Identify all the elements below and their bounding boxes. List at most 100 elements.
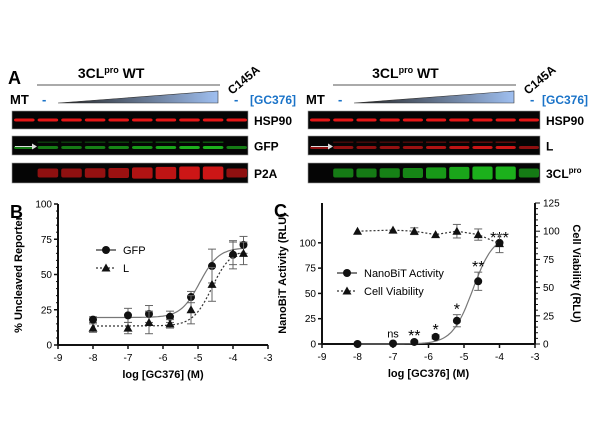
blot-band: [226, 118, 247, 122]
cleaved-band: [84, 141, 106, 143]
blot-band: [402, 118, 423, 122]
data-point: [88, 323, 98, 332]
y2-tick-label: 50: [543, 283, 555, 294]
legend-label: NanoBiT Activity: [364, 268, 444, 280]
mt-label: MT: [306, 92, 325, 107]
mutant-dash: -: [234, 92, 238, 107]
y-tick-label: 50: [305, 289, 317, 300]
x-tick-label: -5: [460, 352, 469, 363]
blot-band: [84, 168, 106, 178]
mt-label: MT: [10, 92, 29, 107]
legend-marker: [101, 263, 111, 272]
cleaved-band: [426, 141, 447, 143]
blot-band: [108, 146, 129, 149]
y-tick-label: 100: [299, 238, 316, 249]
y-tick-label: 50: [41, 270, 53, 281]
data-point: [166, 312, 174, 321]
y2-tick-label: 25: [543, 311, 555, 322]
blot-band: [155, 166, 177, 180]
x-tick-label: -6: [159, 353, 168, 364]
data-point: [239, 248, 248, 257]
data-point: [452, 316, 461, 325]
y-tick-label: 75: [305, 264, 317, 275]
mutant-dash: -: [530, 92, 534, 107]
x-tick-label: -3: [531, 352, 540, 363]
x-tick-label: -4: [495, 352, 504, 363]
blot-band: [61, 118, 82, 122]
data-point: [431, 230, 441, 239]
data-point: [473, 230, 483, 239]
legend-label: L: [123, 263, 129, 275]
data-point: [410, 337, 419, 346]
panel-a-label: A: [8, 68, 21, 88]
blot-band: [333, 146, 354, 149]
concentration-wedge: [57, 90, 219, 104]
blot-band: [310, 118, 331, 122]
data-point: [452, 226, 462, 235]
y-tick-label: 75: [41, 235, 53, 246]
cleaved-band: [402, 141, 423, 143]
blot-band: [472, 146, 493, 149]
blot-band: [426, 167, 447, 179]
x-tick-label: -6: [424, 352, 433, 363]
blot-band: [426, 146, 447, 149]
cleaved-band: [179, 141, 200, 143]
y-tick-label: 25: [41, 305, 53, 316]
blot-band: [356, 146, 377, 149]
vehicle-dash: -: [42, 92, 46, 107]
data-point: [228, 248, 238, 257]
data-point: [123, 323, 133, 332]
blot-band: [495, 146, 516, 149]
data-point: [208, 262, 216, 271]
blot-row-label: L: [546, 140, 553, 154]
y2-tick-label: 100: [543, 227, 560, 238]
x-axis-label: log [GC376] (M): [122, 369, 204, 381]
fit-curve: [93, 251, 244, 327]
blot-row: [11, 135, 249, 156]
data-point: [144, 317, 154, 326]
cleaved-band: [356, 141, 377, 143]
chart-b: B -9 -8 -7 -6 -5 -4 -3 0 25 50 75 100 log [GC376] (M)…: [10, 200, 273, 382]
blot-header: 3CLpro WT: [78, 65, 145, 81]
blot-band: [179, 166, 200, 180]
arrow-head-icon: [32, 143, 37, 150]
blot-band: [379, 168, 400, 178]
blot-band: [226, 146, 247, 149]
blot-band: [179, 146, 200, 149]
cleaved-band: [333, 141, 354, 143]
blot-band: [132, 118, 153, 122]
significance-label: ns: [387, 328, 399, 340]
blot-band: [518, 146, 539, 149]
data-point: [124, 311, 132, 320]
blot-band: [356, 118, 377, 122]
blot-band: [179, 118, 200, 122]
y2-tick-label: 75: [543, 255, 555, 266]
blot-band: [84, 146, 106, 149]
x-tick-label: -4: [229, 353, 238, 364]
blot-band: [449, 166, 470, 180]
fit-curve: [93, 247, 244, 319]
blot-row: [11, 110, 249, 130]
y-tick-label: 0: [310, 340, 316, 351]
blot-band: [518, 118, 539, 122]
blot-row: [307, 135, 541, 156]
blot-band: [518, 168, 539, 178]
blot-band: [61, 168, 82, 178]
cleaved-band: [108, 141, 129, 143]
x-tick-label: -3: [264, 353, 273, 364]
data-point: [388, 225, 398, 234]
blot-row-label: 3CLpro: [546, 166, 582, 181]
blot-row-label: HSP90: [546, 114, 584, 128]
blot-band: [155, 118, 177, 122]
blot-band: [61, 146, 82, 149]
blot-band: [155, 146, 177, 149]
blot-band: [449, 146, 470, 149]
x-tick-label: -9: [318, 352, 327, 363]
blot-band: [226, 168, 247, 178]
x-tick-label: -7: [389, 352, 398, 363]
blot-band: [84, 118, 106, 122]
blot-band: [495, 166, 516, 180]
y2-axis-label: Cell Viability (RLU): [570, 224, 582, 323]
